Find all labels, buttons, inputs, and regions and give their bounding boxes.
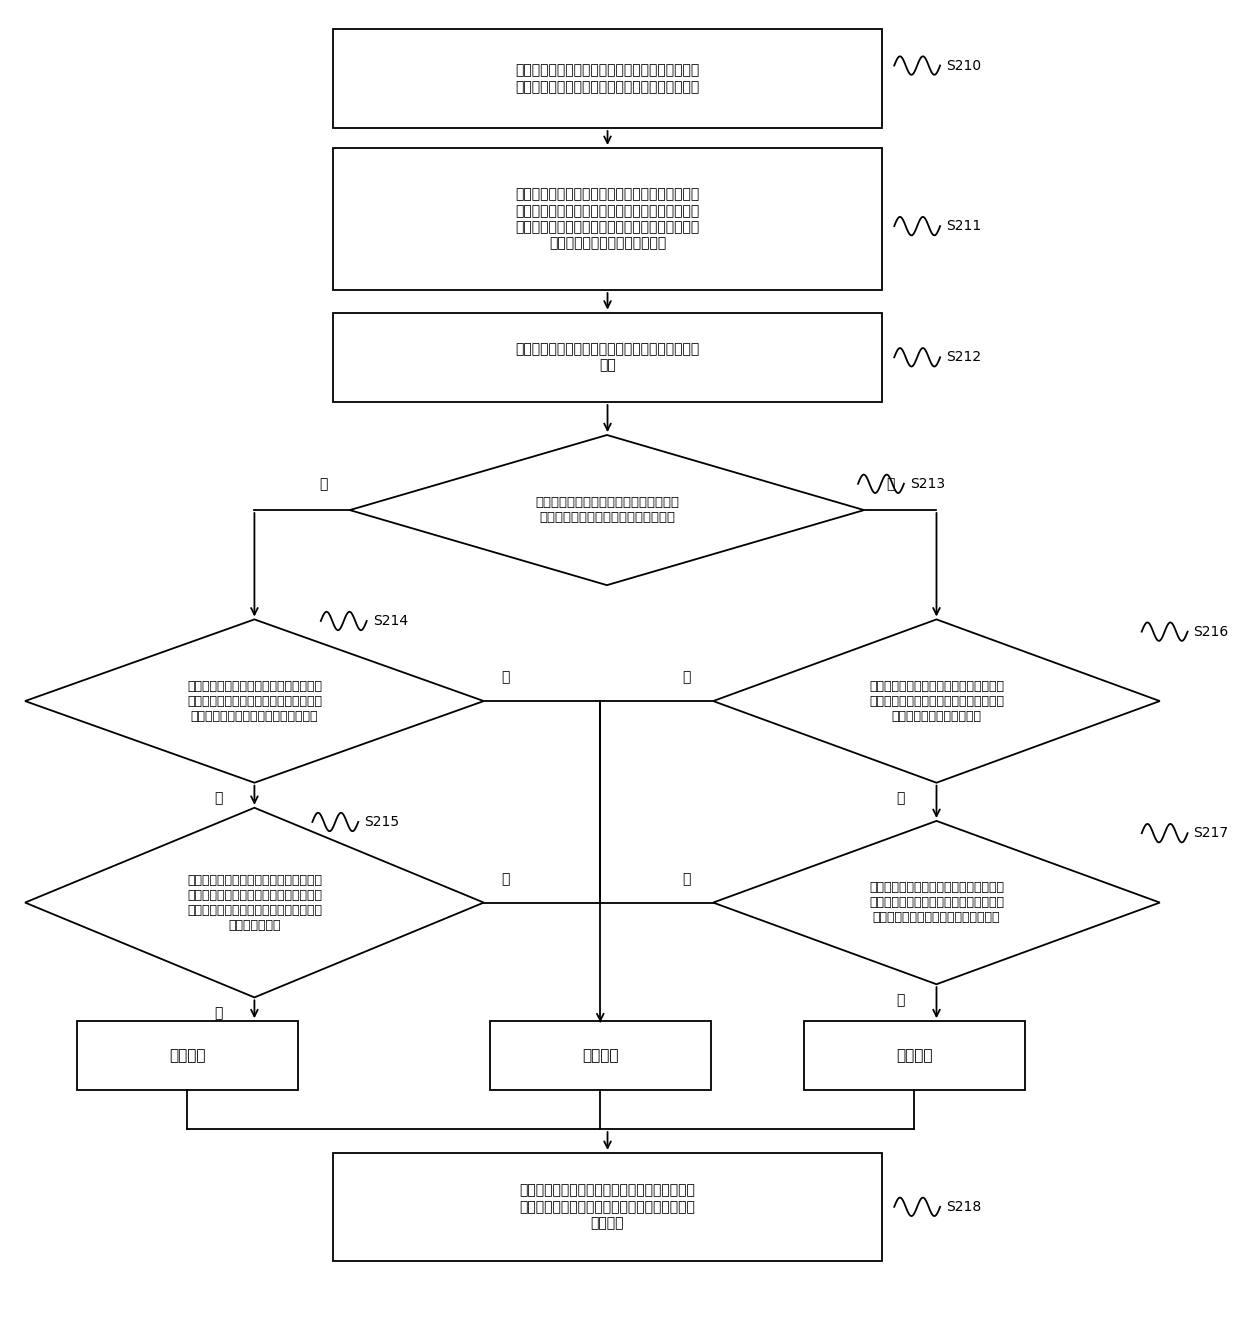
Text: S213: S213: [910, 476, 945, 491]
Text: S215: S215: [365, 815, 399, 829]
Text: 否: 否: [682, 872, 691, 886]
Text: 否: 否: [501, 872, 510, 886]
Polygon shape: [713, 821, 1159, 984]
Text: 基于所述组串电流日离散率确定所述基准组串电流
曲线: 基于所述组串电流日离散率确定所述基准组串电流 曲线: [516, 342, 699, 373]
Text: S214: S214: [373, 614, 408, 628]
Polygon shape: [332, 148, 882, 290]
Text: S212: S212: [946, 350, 981, 365]
Text: 偏东组串: 偏东组串: [897, 1047, 932, 1063]
Text: 正常组串: 正常组串: [582, 1047, 619, 1063]
Polygon shape: [490, 1021, 711, 1090]
Text: 是: 是: [215, 792, 222, 805]
Text: 根据所述待筛选组串的组串类型对应的逆变器的
组串接入方式确定对所述逆变器的组串接入方式
进行调整: 根据所述待筛选组串的组串类型对应的逆变器的 组串接入方式确定对所述逆变器的组串接…: [520, 1183, 696, 1230]
Text: 是: 是: [897, 993, 904, 1008]
Text: 判断基准组串电流曲线对应的电流峰值时
刻之前每个时刻的电流值均大于待筛选组
串与每个时刻一一对应的时刻的电流值: 判断基准组串电流曲线对应的电流峰值时 刻之前每个时刻的电流值均大于待筛选组 串与…: [869, 881, 1004, 924]
Polygon shape: [332, 29, 882, 128]
Polygon shape: [332, 1153, 882, 1260]
Polygon shape: [25, 619, 484, 783]
Text: 偏西组串: 偏西组串: [169, 1047, 206, 1063]
Text: 是: 是: [897, 792, 904, 805]
Text: 是: 是: [319, 476, 327, 491]
Text: 否: 否: [682, 671, 691, 684]
Polygon shape: [332, 313, 882, 402]
Text: 是: 是: [215, 1006, 222, 1021]
Polygon shape: [713, 619, 1159, 783]
Text: 否: 否: [501, 671, 510, 684]
Text: S216: S216: [1194, 624, 1229, 639]
Polygon shape: [804, 1021, 1024, 1090]
Polygon shape: [77, 1021, 298, 1090]
Text: 选取各所述逆变器日发电量最大组串的二阶差分的
绝对值均小于预设日发电量阈值的日期作为典型日: 选取各所述逆变器日发电量最大组串的二阶差分的 绝对值均小于预设日发电量阈值的日期…: [516, 64, 699, 93]
Polygon shape: [350, 435, 864, 586]
Text: S210: S210: [946, 59, 981, 73]
Text: 判断基准组串电流曲线对应的电流峰值时
刻小于所述待筛选组串的电流峰值时刻: 判断基准组串电流曲线对应的电流峰值时 刻小于所述待筛选组串的电流峰值时刻: [534, 496, 680, 524]
Text: 判断待筛选组串的电流峰值时刻之前基准
组串电流曲线对应的每个时刻的电流值均
小于待筛选组串与所述每个时刻一一对应
的时刻的电流值: 判断待筛选组串的电流峰值时刻之前基准 组串电流曲线对应的每个时刻的电流值均 小于…: [187, 873, 322, 932]
Polygon shape: [25, 808, 484, 997]
Text: S211: S211: [946, 220, 981, 233]
Text: 判断待筛选组串的电流峰值时刻之前每个
时刻的电流值均小于待筛选组串与每个时
刻一一对应的时刻的电流值: 判断待筛选组串的电流峰值时刻之前每个 时刻的电流值均小于待筛选组串与每个时 刻一…: [869, 680, 1004, 723]
Text: 否: 否: [887, 476, 895, 491]
Text: S218: S218: [946, 1199, 981, 1214]
Text: S217: S217: [1194, 827, 1229, 840]
Text: 判断基准组串电流曲线对应的电流峰值时
刻之前每个时刻的电流值均大于待筛选组
串与每个时刻一一对应的时刻的电流值: 判断基准组串电流曲线对应的电流峰值时 刻之前每个时刻的电流值均大于待筛选组 串与…: [187, 680, 322, 723]
Text: 获取各逆变器在所述典型日的每个组串的电流数据
并根据所述电流数据确定发电量最大组串的电流数
据，并根据所述发电量最大组串的电流数据得到各
所述逆变器的组串电流日: 获取各逆变器在所述典型日的每个组串的电流数据 并根据所述电流数据确定发电量最大组…: [516, 188, 699, 250]
